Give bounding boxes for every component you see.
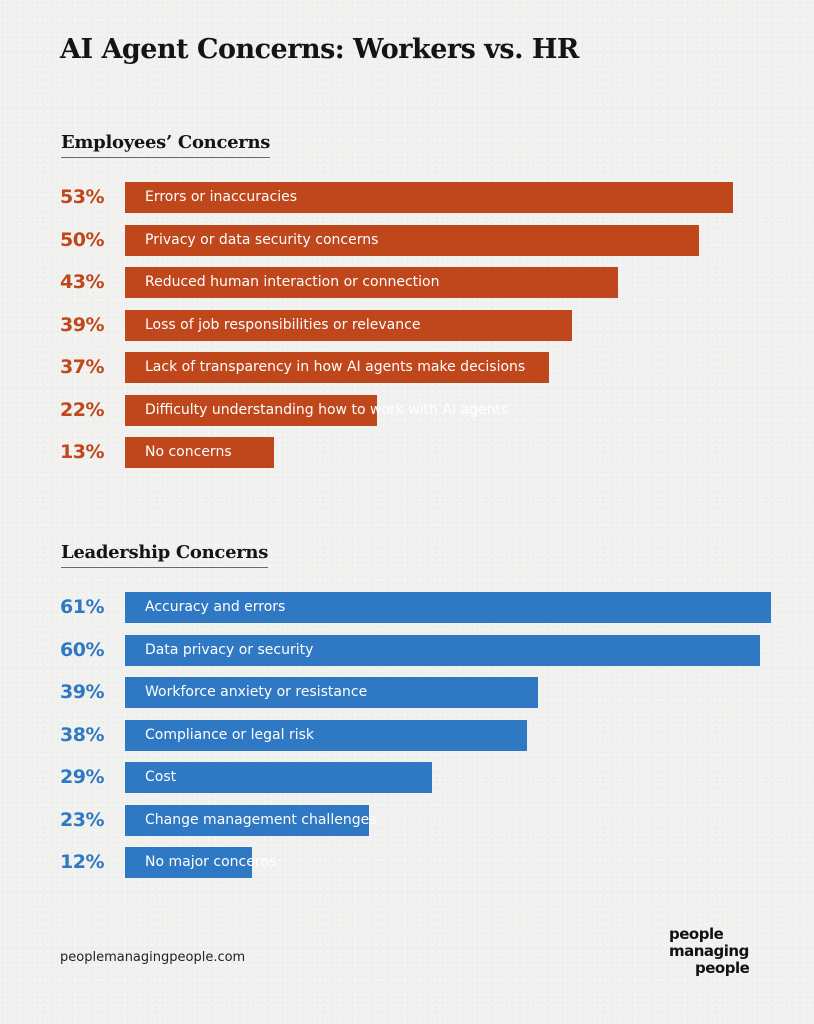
bar-row: 43% Reduced human interaction or connecti… [0,267,814,298]
category-label: Data privacy or security [145,641,314,658]
category-label: Accuracy and errors [145,599,286,615]
bar-row: 39% Workforce anxiety or resistance [0,677,814,708]
category-label: Workforce anxiety or resistance [145,684,368,700]
category-label: Compliance or legal risk [145,726,314,743]
bar-row: 23% Change management challenges [0,804,814,836]
bar-row: 50% Privacy or data security concerns [0,224,814,256]
value-label: 38% [60,723,104,746]
footer-url[interactable]: peoplemanagingpeople.com [60,950,246,965]
leadership-section-title: Leadership Concerns [61,542,268,568]
bar: Data privacy or security [125,634,761,666]
bar-row: 53% Errors or inaccuracies [0,182,814,213]
bar-row: 12% No major concerns [0,847,814,878]
bar-row: 60% Data privacy or security [0,634,814,666]
value-label: 22% [60,398,104,421]
bar: Lack of transparency in how AI agents ma… [125,352,550,383]
category-label: Cost [145,769,177,785]
brand-logo: people managing people [669,925,750,977]
bar-row: 29% Cost [0,762,814,793]
value-label: 43% [60,271,104,293]
bar-row: 38% Compliance or legal risk [0,719,814,751]
bar: No major concerns [125,847,277,878]
value-label: 29% [60,766,104,788]
value-label: 53% [60,186,104,208]
category-label: Errors or inaccuracies [145,189,298,205]
bar: No concerns [125,437,275,468]
value-label: 60% [60,638,104,661]
value-label: 37% [60,356,104,378]
bar: Cost [125,762,433,793]
value-label: 61% [60,596,104,618]
logo-line-1: people [669,925,724,943]
bar: Workforce anxiety or resistance [125,677,538,708]
value-label: 12% [60,851,104,873]
value-label: 13% [60,441,104,463]
bar-row: 39% Loss of job responsibilities or relev… [0,309,814,341]
value-label: 39% [60,313,104,336]
bar: Change management challenges [125,804,377,836]
category-label: Lack of transparency in how AI agents ma… [145,359,526,375]
value-label: 23% [60,808,104,831]
bar: Loss of job responsibilities or relevanc… [125,309,573,341]
category-label: Reduced human interaction or connection [145,274,440,290]
bar-row: 13% No concerns [0,437,814,468]
bar: Compliance or legal risk [125,719,528,751]
value-label: 50% [60,228,104,251]
bar: Difficulty understanding how to work wit… [125,394,508,426]
logo-line-2: managing [669,942,749,960]
category-label: Privacy or data security concerns [145,231,379,248]
bar: Reduced human interaction or connection [125,267,619,298]
category-label: Change management challenges [145,811,377,828]
category-label: Difficulty understanding how to work wit… [145,401,509,418]
bar: Privacy or data security concerns [125,224,699,256]
bar: Errors or inaccuracies [125,182,733,213]
bar-row: 37% Lack of transparency in how AI agents… [0,352,814,383]
bar: Accuracy and errors [125,592,771,623]
category-label: No major concerns [145,854,277,870]
category-label: No concerns [145,444,232,460]
bar-row: 61% Accuracy and errors [0,592,814,623]
value-label: 39% [60,681,104,703]
page-title: AI Agent Concerns: Workers vs. HR [60,34,579,65]
bar-row: 22% Difficulty understanding how to work … [0,394,814,426]
logo-line-3: people [695,959,750,977]
category-label: Loss of job responsibilities or relevanc… [145,316,421,333]
employees-section-title: Employees’ Concerns [61,132,270,158]
